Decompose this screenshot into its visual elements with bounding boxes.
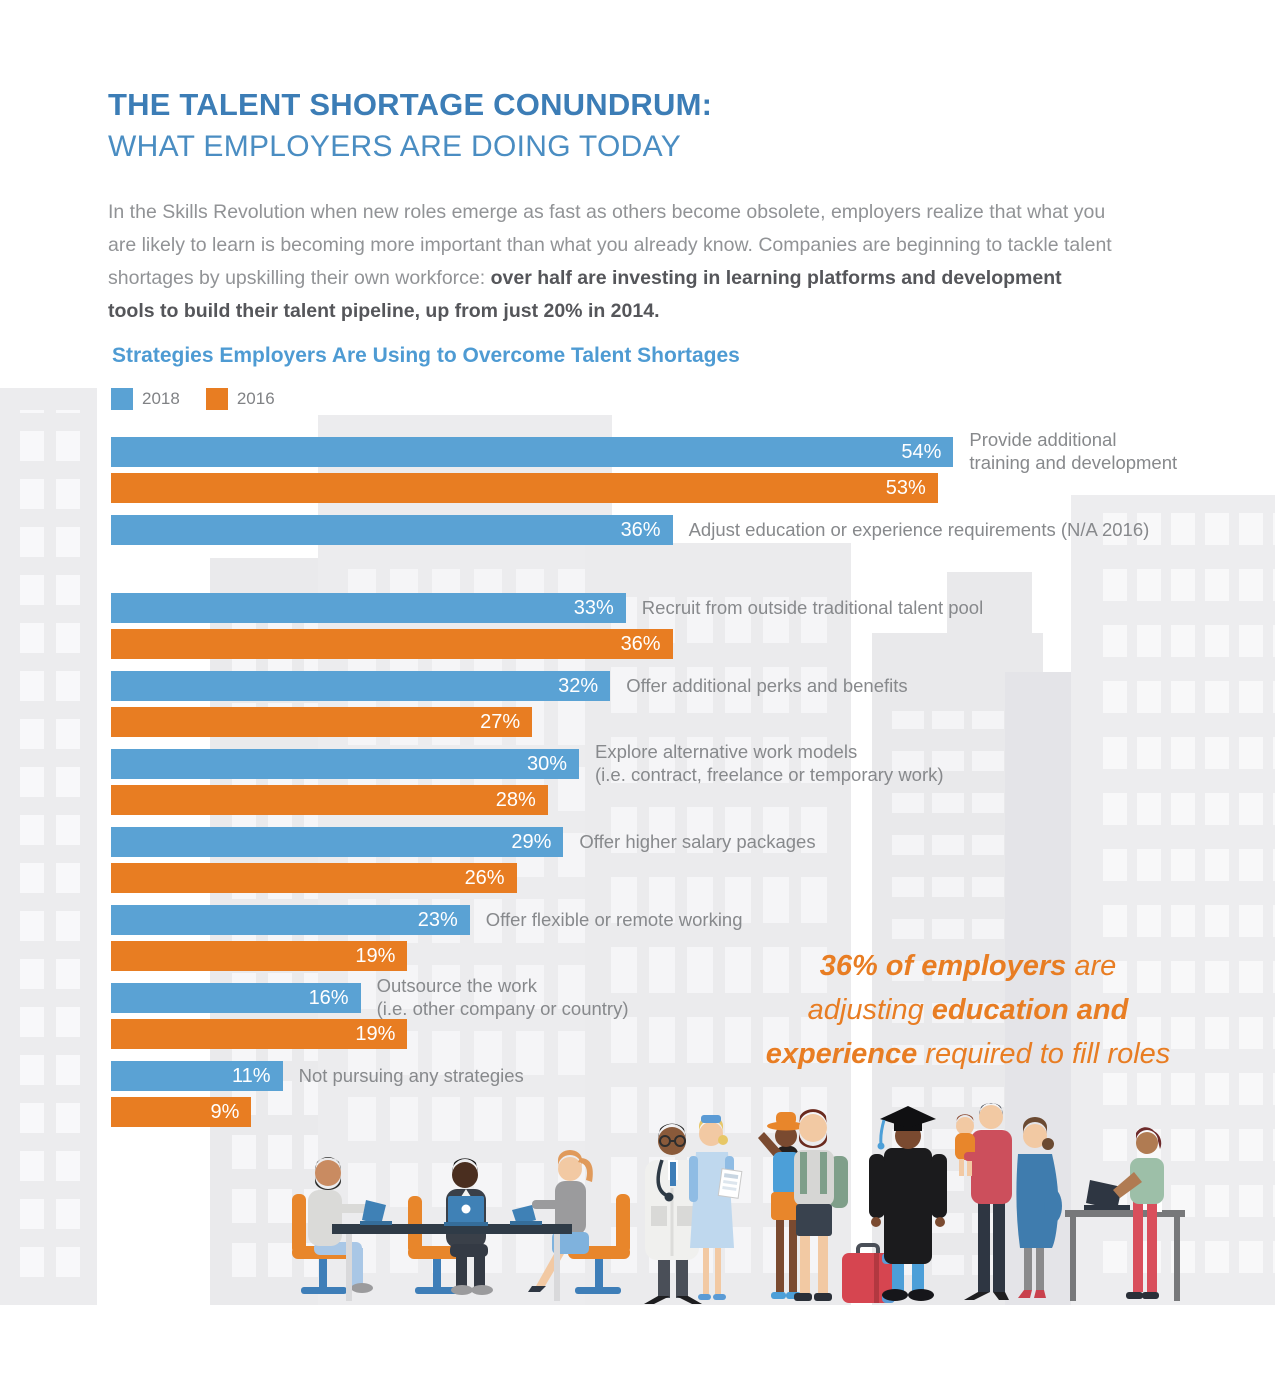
bar-value-label: 19% <box>355 945 396 967</box>
bar-category-label: Explore alternative work models (i.e. con… <box>595 741 944 785</box>
bar-category-label: Offer additional perks and benefits <box>626 674 908 696</box>
office-meeting-scene <box>292 1150 630 1301</box>
bar-2018: 54% <box>111 437 954 467</box>
callout-line: 36% of employers are <box>733 944 1203 988</box>
bar-2016-empty-slot <box>111 551 1275 581</box>
bar-value-label: 28% <box>495 789 536 811</box>
bar-2018: 36% <box>111 515 673 545</box>
bar-value-label: 54% <box>901 441 942 463</box>
callout-line: experience required to fill roles <box>733 1032 1203 1076</box>
bar-value-label: 11% <box>232 1065 271 1087</box>
bar-value-label: 33% <box>573 597 614 619</box>
page-title-line2: WHAT EMPLOYERS ARE DOING TODAY <box>108 129 682 163</box>
skyline-building <box>1071 495 1275 1305</box>
bar-chart: 54% Provide additional training and develo… <box>111 429 1275 1139</box>
meeting-table-icon <box>332 1224 572 1301</box>
bar-2018: 23% <box>111 905 470 935</box>
legend-label: 2018 <box>142 389 180 408</box>
bar-2016: 19% <box>111 941 408 971</box>
legend-label: 2016 <box>236 389 275 408</box>
bar-group: 32% Offer additional perks and benefits 27… <box>111 671 1275 737</box>
callout-statistic: 36% of employers are adjusting education … <box>733 944 1203 1076</box>
bar-value-label: 29% <box>511 831 552 853</box>
bar-group: 29% Offer higher salary packages 26% <box>111 827 1275 893</box>
bar-category-label: Adjust education or experience requireme… <box>688 518 1150 540</box>
chart-legend: 2018 2016 <box>111 388 275 410</box>
bar-value-label: 9% <box>210 1101 240 1123</box>
doctor-figure <box>644 1123 702 1304</box>
legend-item: 2016 <box>205 388 275 410</box>
page-title-line1: THE TALENT SHORTAGE CONUNDRUM: <box>108 87 713 122</box>
suitcase-icon <box>842 1243 895 1303</box>
callout-text: required to fill roles <box>917 1038 1171 1070</box>
office-worker-female-right <box>528 1150 593 1292</box>
bar-group: 16% Outsource the work (i.e. other company… <box>111 975 1275 1049</box>
bar-value-label: 26% <box>464 867 505 889</box>
intro-paragraph: In the Skills Revolution when new roles … <box>108 196 1113 328</box>
bar-group: 11% Not pursuing any strategies 9% <box>111 1061 1275 1127</box>
woman-standing-desk-figure <box>1113 1127 1164 1299</box>
bar-2016: 19% <box>111 1019 408 1049</box>
laptop-icon <box>1084 1180 1130 1210</box>
bar-value-label: 32% <box>558 675 599 697</box>
laptop-icon <box>444 1196 488 1226</box>
bar-2018: 16% <box>111 983 361 1013</box>
bar-value-label: 30% <box>526 753 567 775</box>
callout-text: education and <box>931 994 1129 1026</box>
callout-text: 36% of employers <box>819 950 1067 982</box>
bar-group: 30% Explore alternative work models (i.e. … <box>111 741 1275 815</box>
people-illustration <box>292 1102 1185 1304</box>
office-chair-icon <box>568 1194 630 1294</box>
bar-category-label: Offer higher salary packages <box>579 830 816 852</box>
laptop-icon <box>360 1200 392 1225</box>
legend-item: 2018 <box>111 388 180 410</box>
legend-swatch-icon <box>111 388 133 410</box>
bar-value-label: 36% <box>620 519 661 541</box>
bar-2018: 29% <box>111 827 564 857</box>
bar-value-label: 27% <box>480 711 521 733</box>
bar-value-label: 23% <box>417 909 458 931</box>
laptop-icon <box>510 1205 542 1225</box>
bar-value-label: 16% <box>308 987 349 1009</box>
bar-group: 23% Offer flexible or remote working 19% <box>111 905 1275 971</box>
chart-title: Strategies Employers Are Using to Overco… <box>112 344 740 367</box>
intro-regular-text: In the Skills Revolution when new roles … <box>108 200 1112 289</box>
legend-swatch-icon <box>205 388 228 410</box>
bar-category-label: Recruit from outside traditional talent … <box>641 596 984 618</box>
bar-2018: 11% <box>111 1061 283 1091</box>
bar-group: 36% Adjust education or experience requir… <box>111 515 1275 581</box>
pregnant-woman-figure <box>1016 1117 1062 1298</box>
intro-bold-text: over half are investing in learning plat… <box>108 266 1062 322</box>
bar-2018: 30% <box>111 749 579 779</box>
bar-category-label: Not pursuing any strategies <box>298 1064 524 1086</box>
callout-text: adjusting <box>807 994 932 1026</box>
bar-value-label: 53% <box>885 477 926 499</box>
bar-category-label: Outsource the work (i.e. other company or… <box>376 975 629 1019</box>
bar-2016: 28% <box>111 785 548 815</box>
bar-2018: 32% <box>111 671 611 701</box>
bar-2016: 27% <box>111 707 533 737</box>
traveler-man-figure <box>794 1109 848 1301</box>
bar-category-label: Offer flexible or remote working <box>485 908 743 930</box>
bar-value-label: 36% <box>620 633 661 655</box>
bar-category-label: Provide additional training and developme… <box>969 429 1178 473</box>
bar-group: 33% Recruit from outside traditional tale… <box>111 593 1275 659</box>
bar-value-label: 19% <box>355 1023 396 1045</box>
bar-2016: 53% <box>111 473 938 503</box>
callout-line: adjusting education and <box>733 988 1203 1032</box>
callout-text: experience <box>765 1038 918 1070</box>
bar-2018: 33% <box>111 593 626 623</box>
nurse-figure <box>689 1115 743 1300</box>
standing-desk-icon <box>1065 1210 1185 1301</box>
bar-2016: 9% <box>111 1097 252 1127</box>
bar-group: 54% Provide additional training and develo… <box>111 429 1275 503</box>
father-holding-child-figure <box>955 1102 1012 1300</box>
bar-2016: 36% <box>111 629 673 659</box>
graduate-figure <box>869 1106 947 1301</box>
callout-text: are <box>1066 950 1117 982</box>
skyline-building <box>0 388 97 1305</box>
bar-2016: 26% <box>111 863 517 893</box>
traveler-woman-figure <box>758 1112 805 1299</box>
